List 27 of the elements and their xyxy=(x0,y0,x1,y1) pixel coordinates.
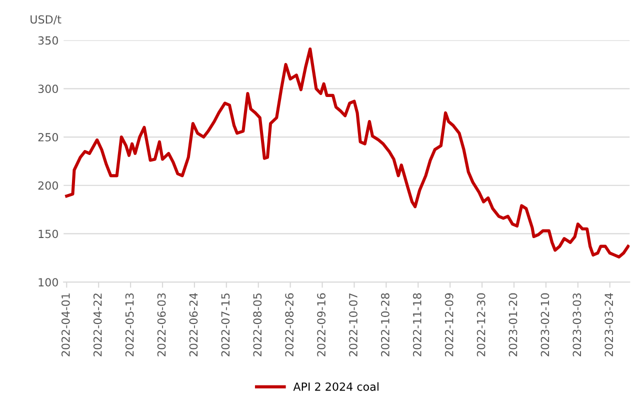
y-axis-title: USD/t xyxy=(30,15,62,25)
x-tick-label: 2022-05-13 xyxy=(125,293,134,356)
x-tick-label: 2022-12-30 xyxy=(476,293,486,356)
y-tick-label: 350 xyxy=(38,36,58,45)
y-tick-label: 200 xyxy=(38,181,58,190)
y-tick-label: 300 xyxy=(38,84,58,94)
line-series xyxy=(65,47,630,258)
x-tick-label: 2023-01-20 xyxy=(508,293,518,356)
x-tick-label: 2022-09-16 xyxy=(317,293,326,356)
x-tick-label: 2022-08-26 xyxy=(285,293,294,356)
legend-label: API 2 2024 coal xyxy=(293,382,378,391)
x-tick-label: 2022-08-05 xyxy=(253,293,262,356)
x-tick-label: 2022-06-03 xyxy=(157,293,166,356)
x-tick-label: 2022-07-15 xyxy=(221,293,230,356)
y-tick-label: 250 xyxy=(38,132,58,142)
x-tick-label: 2022-04-01 xyxy=(61,294,70,356)
y-tick-label: 150 xyxy=(38,230,58,238)
x-tick-label: 2022-11-18 xyxy=(412,293,422,356)
x-tick-label: 2022-10-28 xyxy=(381,293,390,356)
y-tick-label: 100 xyxy=(38,278,58,286)
x-tick-label: 2023-02-10 xyxy=(540,293,550,356)
x-tick-label: 2022-12-09 xyxy=(444,293,454,356)
x-tick-label: 2022-10-07 xyxy=(349,293,358,356)
x-tick-label: 2022-06-24 xyxy=(189,293,198,356)
x-tick-label: 2022-04-22 xyxy=(93,294,102,356)
x-tick-label: 2023-03-03 xyxy=(572,293,582,356)
x-tick-label: 2023-03-24 xyxy=(604,293,614,356)
